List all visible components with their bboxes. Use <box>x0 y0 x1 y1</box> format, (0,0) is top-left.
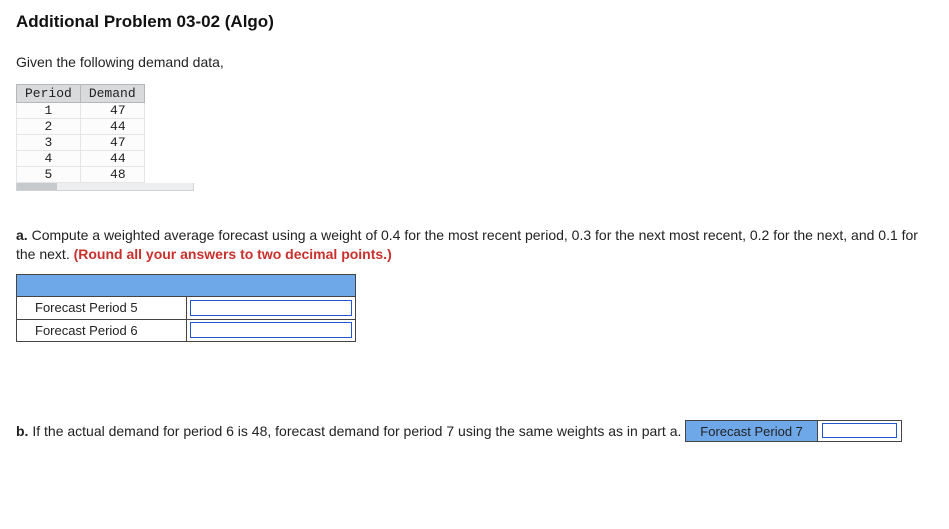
cell-period: 2 <box>17 119 81 135</box>
page-title: Additional Problem 03-02 (Algo) <box>16 12 933 32</box>
cell-period: 5 <box>17 167 81 183</box>
forecast-row-period6: Forecast Period 6 <box>17 319 355 341</box>
forecast-row-period5: Forecast Period 5 <box>17 297 355 319</box>
forecast-block-a-header <box>17 275 355 297</box>
part-b: b. If the actual demand for period 6 is … <box>16 412 933 442</box>
forecast-input-cell <box>818 420 902 442</box>
col-period: Period <box>17 85 81 103</box>
col-demand: Demand <box>80 85 144 103</box>
forecast-block-b: Forecast Period 7 <box>685 420 902 442</box>
forecast-input-cell <box>187 320 355 341</box>
forecast-label-period5: Forecast Period 5 <box>17 297 187 319</box>
table-row: 4 44 <box>17 151 145 167</box>
forecast-input-cell <box>187 297 355 319</box>
cell-demand: 47 <box>80 103 144 119</box>
forecast-block-a: Forecast Period 5 Forecast Period 6 <box>16 274 356 342</box>
table-row: 3 47 <box>17 135 145 151</box>
table-row: 1 47 <box>17 103 145 119</box>
intro-text: Given the following demand data, <box>16 54 933 70</box>
cell-demand: 48 <box>80 167 144 183</box>
cell-demand: 44 <box>80 151 144 167</box>
part-a-round-note: (Round all your answers to two decimal p… <box>74 246 392 262</box>
demand-table: Period Demand 1 47 2 44 3 47 4 44 5 <box>16 84 145 183</box>
forecast-input-period7[interactable] <box>822 423 897 438</box>
forecast-input-period6[interactable] <box>190 322 352 338</box>
table-row: 5 48 <box>17 167 145 183</box>
part-b-text: If the actual demand for period 6 is 48,… <box>28 423 681 439</box>
table-scrollbar[interactable] <box>16 183 194 191</box>
cell-demand: 44 <box>80 119 144 135</box>
table-row: 2 44 <box>17 119 145 135</box>
cell-period: 1 <box>17 103 81 119</box>
part-a: a. Compute a weighted average forecast u… <box>16 226 933 342</box>
part-a-label: a. <box>16 227 28 243</box>
demand-table-wrap: Period Demand 1 47 2 44 3 47 4 44 5 <box>16 84 194 191</box>
cell-demand: 47 <box>80 135 144 151</box>
part-b-label: b. <box>16 423 28 439</box>
forecast-input-period5[interactable] <box>190 300 352 316</box>
cell-period: 4 <box>17 151 81 167</box>
cell-period: 3 <box>17 135 81 151</box>
forecast-label-period7: Forecast Period 7 <box>685 420 818 442</box>
forecast-label-period6: Forecast Period 6 <box>17 320 187 341</box>
